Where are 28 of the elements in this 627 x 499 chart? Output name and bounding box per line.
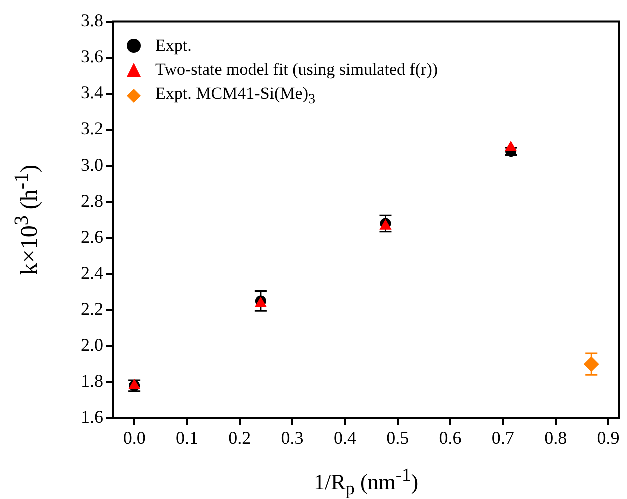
y-tick-label: 3.4 — [81, 82, 104, 103]
x-tick-label: 0.9 — [597, 428, 620, 448]
legend-label: Expt. MCM41-Si(Me)$_{3}$ — [156, 82, 316, 110]
x-tick-label: 0.7 — [492, 428, 514, 448]
x-tick-label: 0.3 — [281, 428, 304, 448]
point — [584, 356, 600, 372]
x-tick-label: 0.6 — [439, 428, 462, 448]
y-tick-label: 3.0 — [81, 154, 104, 175]
x-tick-label: 0.4 — [334, 428, 356, 448]
x-tick-label: 0.2 — [228, 428, 252, 448]
x-tick-label: 0.5 — [386, 428, 410, 448]
legend-label: Two-state model fit (using simulated f(r)) — [156, 58, 438, 81]
x-axis-title: 1/R$_{p}$ (nm$^{-1}$) — [312, 465, 420, 499]
legend-label: Expt. — [156, 34, 192, 57]
y-tick-label: 2.2 — [81, 298, 104, 319]
y-tick-label: 2.0 — [81, 335, 104, 356]
y-tick-label: 3.2 — [81, 118, 104, 139]
point — [505, 141, 517, 152]
y-tick-label: 2.8 — [81, 190, 104, 211]
y-tick-label: 3.8 — [81, 10, 104, 31]
y-tick-label: 1.6 — [81, 407, 104, 428]
x-tick-label: 0.0 — [123, 428, 146, 448]
y-tick-label: 2.4 — [81, 262, 104, 283]
x-tick-label: 0.1 — [176, 428, 198, 448]
y-tick-label: 1.8 — [81, 371, 104, 392]
x-tick-label: 0.8 — [544, 428, 568, 448]
y-tick-label: 3.6 — [81, 46, 104, 67]
y-tick-label: 2.6 — [81, 226, 104, 247]
